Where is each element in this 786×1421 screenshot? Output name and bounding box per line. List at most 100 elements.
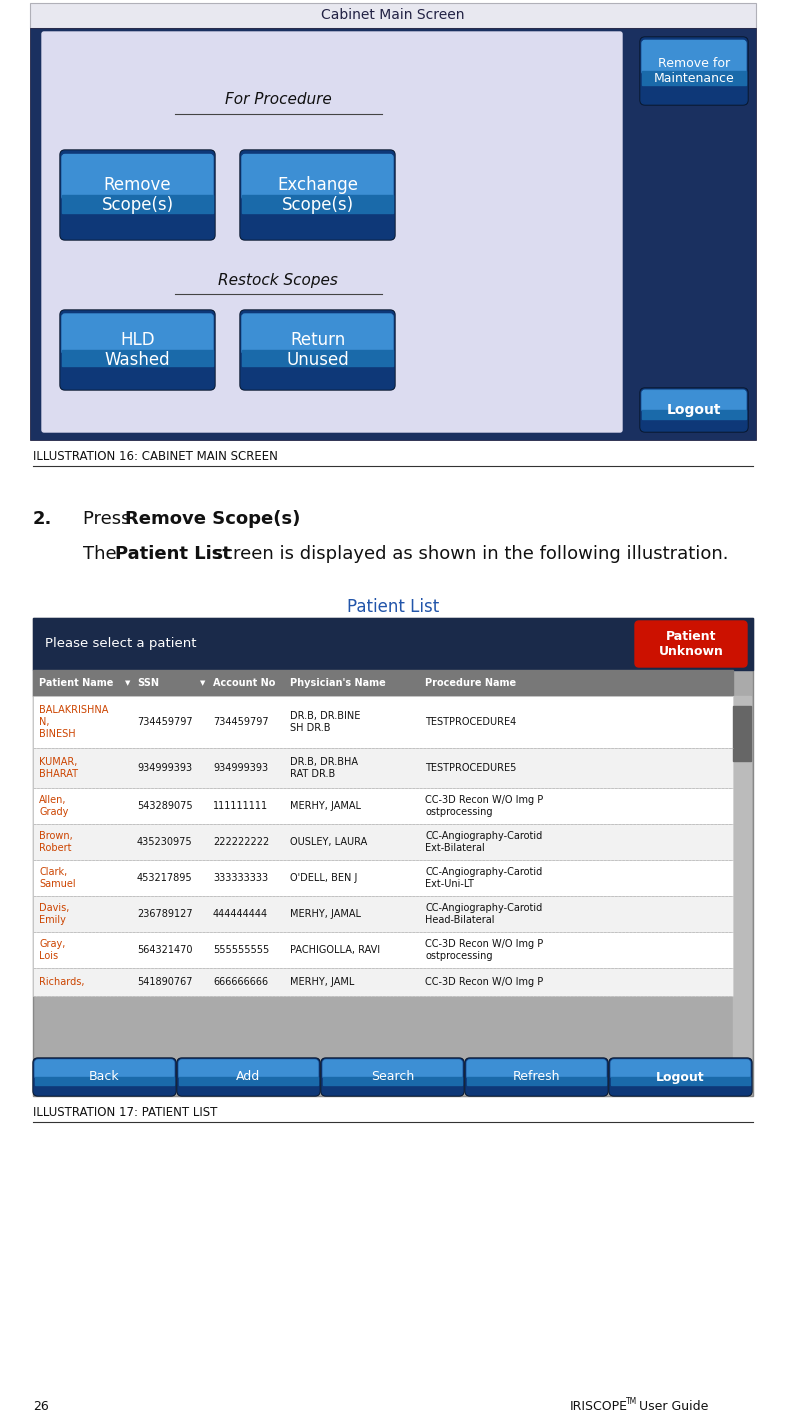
Text: Add: Add — [237, 1070, 261, 1083]
Text: Press: Press — [83, 510, 136, 529]
Text: Physician's Name: Physician's Name — [290, 678, 386, 688]
Text: 734459797: 734459797 — [213, 718, 269, 728]
FancyBboxPatch shape — [33, 696, 733, 747]
FancyBboxPatch shape — [733, 706, 751, 762]
Text: Remove
Scope(s): Remove Scope(s) — [101, 176, 174, 215]
FancyBboxPatch shape — [179, 1060, 318, 1079]
Text: CC-Angiography-Carotid
Ext-Uni-LT: CC-Angiography-Carotid Ext-Uni-LT — [425, 867, 542, 888]
FancyBboxPatch shape — [241, 311, 394, 389]
Text: Brown,
Robert: Brown, Robert — [39, 831, 73, 853]
Text: 453217895: 453217895 — [137, 872, 193, 882]
Text: 541890767: 541890767 — [137, 978, 193, 988]
Text: 111111111: 111111111 — [213, 801, 268, 811]
FancyBboxPatch shape — [178, 1059, 319, 1096]
Text: 934999393: 934999393 — [213, 763, 268, 773]
Text: TESTPROCEDURE4: TESTPROCEDURE4 — [425, 718, 516, 728]
FancyBboxPatch shape — [33, 789, 733, 824]
Text: TESTPROCEDURE5: TESTPROCEDURE5 — [425, 763, 516, 773]
FancyBboxPatch shape — [321, 1059, 464, 1096]
FancyBboxPatch shape — [33, 747, 733, 789]
FancyBboxPatch shape — [242, 155, 393, 199]
FancyBboxPatch shape — [179, 1077, 318, 1084]
Text: Patient Name: Patient Name — [39, 678, 113, 688]
FancyBboxPatch shape — [733, 696, 751, 1059]
FancyBboxPatch shape — [242, 314, 393, 354]
FancyBboxPatch shape — [33, 932, 733, 968]
Text: 2.: 2. — [33, 510, 53, 529]
Text: Davis,
Emily: Davis, Emily — [39, 904, 69, 925]
Text: Allen,
Grady: Allen, Grady — [39, 796, 68, 817]
Text: O'DELL, BEN J: O'DELL, BEN J — [290, 872, 358, 882]
FancyBboxPatch shape — [33, 618, 753, 1096]
FancyBboxPatch shape — [642, 391, 746, 412]
FancyBboxPatch shape — [62, 350, 213, 367]
Text: HLD
Washed: HLD Washed — [105, 331, 171, 369]
FancyBboxPatch shape — [642, 40, 746, 74]
FancyBboxPatch shape — [33, 897, 733, 932]
Text: Please select a patient: Please select a patient — [45, 638, 196, 651]
Text: Back: Back — [89, 1070, 119, 1083]
FancyBboxPatch shape — [35, 1077, 174, 1084]
Text: Clark,
Samuel: Clark, Samuel — [39, 867, 75, 888]
Text: 934999393: 934999393 — [137, 763, 192, 773]
Text: For Procedure: For Procedure — [225, 92, 332, 108]
Text: Patient
Unknown: Patient Unknown — [659, 630, 723, 658]
FancyBboxPatch shape — [35, 1060, 174, 1079]
Text: IRISCOPE: IRISCOPE — [570, 1400, 628, 1412]
FancyBboxPatch shape — [42, 33, 622, 432]
Text: Return
Unused: Return Unused — [286, 331, 349, 369]
FancyBboxPatch shape — [635, 621, 747, 666]
Text: 236789127: 236789127 — [137, 909, 193, 919]
Text: Restock Scopes: Restock Scopes — [218, 273, 338, 287]
FancyBboxPatch shape — [61, 151, 214, 239]
Text: TM: TM — [626, 1397, 637, 1405]
FancyBboxPatch shape — [242, 350, 393, 367]
FancyBboxPatch shape — [33, 824, 733, 860]
Text: 555555555: 555555555 — [213, 945, 270, 955]
Text: BALAKRISHNA
N,
BINESH: BALAKRISHNA N, BINESH — [39, 705, 108, 739]
Text: 543289075: 543289075 — [137, 801, 193, 811]
FancyBboxPatch shape — [467, 1060, 606, 1079]
Text: 333333333: 333333333 — [213, 872, 268, 882]
FancyBboxPatch shape — [33, 1059, 176, 1096]
FancyBboxPatch shape — [33, 618, 753, 669]
FancyBboxPatch shape — [62, 195, 213, 213]
FancyBboxPatch shape — [242, 195, 393, 213]
Text: 564321470: 564321470 — [137, 945, 193, 955]
Text: ILLUSTRATION 16: CABINET MAIN SCREEN: ILLUSTRATION 16: CABINET MAIN SCREEN — [33, 450, 278, 463]
Text: PACHIGOLLA, RAVI: PACHIGOLLA, RAVI — [290, 945, 380, 955]
Text: Logout: Logout — [656, 1070, 705, 1083]
FancyBboxPatch shape — [60, 151, 215, 240]
Text: CC-3D Recon W/O Img P
ostprocessing: CC-3D Recon W/O Img P ostprocessing — [425, 939, 543, 961]
Text: Procedure Name: Procedure Name — [425, 678, 516, 688]
Text: Remove for
Maintenance: Remove for Maintenance — [654, 57, 734, 85]
FancyBboxPatch shape — [642, 71, 746, 85]
Text: CC-Angiography-Carotid
Head-Bilateral: CC-Angiography-Carotid Head-Bilateral — [425, 904, 542, 925]
Text: Remove Scope(s): Remove Scope(s) — [125, 510, 300, 529]
FancyBboxPatch shape — [30, 3, 756, 28]
Text: 666666666: 666666666 — [213, 978, 268, 988]
FancyBboxPatch shape — [240, 151, 395, 240]
FancyBboxPatch shape — [33, 860, 733, 897]
FancyBboxPatch shape — [611, 1060, 750, 1079]
FancyBboxPatch shape — [640, 37, 748, 105]
Text: CC-3D Recon W/O Img P
ostprocessing: CC-3D Recon W/O Img P ostprocessing — [425, 796, 543, 817]
Text: Richards,: Richards, — [39, 978, 85, 988]
FancyBboxPatch shape — [240, 310, 395, 389]
Text: MERHY, JAML: MERHY, JAML — [290, 978, 354, 988]
Text: ▼: ▼ — [200, 681, 206, 686]
Text: Patient List: Patient List — [347, 598, 439, 615]
Text: CC-Angiography-Carotid
Ext-Bilateral: CC-Angiography-Carotid Ext-Bilateral — [425, 831, 542, 853]
FancyBboxPatch shape — [611, 1077, 750, 1084]
FancyBboxPatch shape — [465, 1059, 608, 1096]
FancyBboxPatch shape — [62, 155, 213, 199]
Text: DR.B, DR.BHA
RAT DR.B: DR.B, DR.BHA RAT DR.B — [290, 757, 358, 779]
Text: The: The — [83, 546, 123, 563]
FancyBboxPatch shape — [34, 1059, 175, 1096]
FancyBboxPatch shape — [33, 669, 733, 696]
FancyBboxPatch shape — [640, 388, 748, 432]
FancyBboxPatch shape — [33, 968, 733, 996]
FancyBboxPatch shape — [323, 1060, 462, 1079]
Text: KUMAR,
BHARAT: KUMAR, BHARAT — [39, 757, 78, 779]
Text: Exchange
Scope(s): Exchange Scope(s) — [277, 176, 358, 215]
